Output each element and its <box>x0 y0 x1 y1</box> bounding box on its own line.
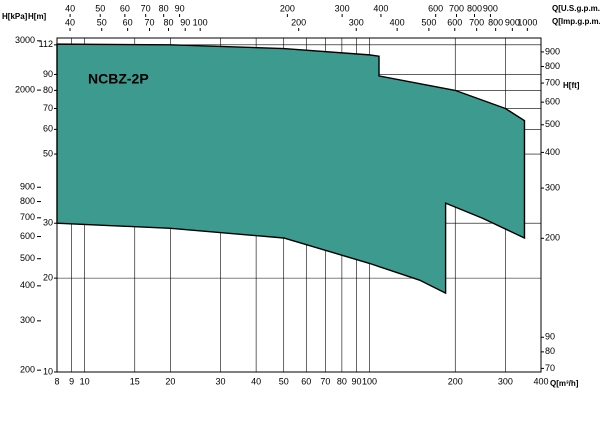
ft-tick-label: 80 <box>545 346 555 356</box>
kpa-tick-label: 600 <box>20 231 35 241</box>
y-tick-label: 60 <box>43 124 53 134</box>
impgpm-axis-label: Q[Imp.g.p.m.] <box>552 17 600 26</box>
impgpm-tick-label: 400 <box>390 17 405 27</box>
impgpm-tick-label: 200 <box>291 17 306 27</box>
x-tick-label: 70 <box>320 376 330 386</box>
usgpm-tick-label: 50 <box>95 3 105 13</box>
y-tick-label: 30 <box>43 218 53 228</box>
usgpm-tick-label: 700 <box>449 3 464 13</box>
usgpm-tick-label: 400 <box>373 3 388 13</box>
kpa-tick-label: 300 <box>20 315 35 325</box>
impgpm-tick-label: 50 <box>97 17 107 27</box>
usgpm-tick-label: 80 <box>159 3 169 13</box>
ft-tick-label: 700 <box>545 77 560 87</box>
x-tick-label: 8 <box>54 376 59 386</box>
annotation: NCBZ-2P <box>88 71 149 87</box>
usgpm-tick-label: 600 <box>428 3 443 13</box>
x-tick-label: 50 <box>279 376 289 386</box>
usgpm-tick-label: 40 <box>65 3 75 13</box>
kpa-tick-label: 500 <box>20 253 35 263</box>
kpa-tick-label: 400 <box>20 280 35 290</box>
x-tick-label: 400 <box>533 376 548 386</box>
usgpm-tick-label: 300 <box>335 3 350 13</box>
x-tick-label: 300 <box>498 376 513 386</box>
usgpm-tick-label: 900 <box>483 3 498 13</box>
impgpm-tick-label: 700 <box>469 17 484 27</box>
x-tick-label: 10 <box>80 376 90 386</box>
x-tick-label: 15 <box>130 376 140 386</box>
impgpm-tick-label: 800 <box>488 17 503 27</box>
impgpm-tick-label: 60 <box>123 17 133 27</box>
ft-tick-label: 500 <box>545 119 560 129</box>
usgpm-tick-label: 70 <box>141 3 151 13</box>
impgpm-tick-label: 40 <box>65 17 75 27</box>
y-tick-label: 80 <box>43 85 53 95</box>
usgpm-axis-label: Q[U.S.g.p.m.] <box>552 4 600 13</box>
x-tick-label: 60 <box>301 376 311 386</box>
ft-tick-label: 400 <box>545 147 560 157</box>
kpa-tick-label: 2000 <box>15 84 35 94</box>
usgpm-tick-label: 200 <box>280 3 295 13</box>
y-tick-label: 20 <box>43 273 53 283</box>
kpa-tick-label: 700 <box>20 212 35 222</box>
impgpm-tick-label: 900 <box>505 17 520 27</box>
impgpm-tick-label: 70 <box>145 17 155 27</box>
ft-tick-label: 200 <box>545 233 560 243</box>
x-axis-label: Q[m³/h] <box>550 379 579 388</box>
ft-tick-label: 600 <box>545 97 560 107</box>
y-tick-label: 70 <box>43 103 53 113</box>
x-tick-label: 40 <box>251 376 261 386</box>
y-axis-label: H[m] <box>28 12 47 21</box>
kpa-tick-label: 900 <box>20 182 35 192</box>
impgpm-tick-label: 90 <box>180 17 190 27</box>
kpa-tick-label: 3000 <box>15 35 35 45</box>
x-tick-label: 90 <box>351 376 361 386</box>
y-tick-label: 10 <box>43 366 53 376</box>
impgpm-tick-label: 1000 <box>517 17 537 27</box>
impgpm-tick-label: 300 <box>349 17 364 27</box>
ft-axis-label: H[ft] <box>563 81 580 90</box>
performance-area <box>56 43 526 295</box>
ft-tick-label: 70 <box>545 363 555 373</box>
impgpm-tick-label: 600 <box>447 17 462 27</box>
ft-tick-label: 300 <box>545 182 560 192</box>
y-tick-label: 50 <box>43 148 53 158</box>
x-tick-label: 30 <box>216 376 226 386</box>
ft-tick-label: 90 <box>545 332 555 342</box>
kpa-axis-label: H[kPa] <box>2 12 28 21</box>
kpa-tick-label: 800 <box>20 196 35 206</box>
x-tick-label: 200 <box>448 376 463 386</box>
plot-border <box>56 37 542 373</box>
y-tick-label: 112 <box>39 39 53 49</box>
x-tick-label: 9 <box>69 376 74 386</box>
ft-tick-label: 800 <box>545 61 560 71</box>
impgpm-tick-label: 500 <box>421 17 436 27</box>
kpa-tick-label: 200 <box>20 365 35 375</box>
usgpm-tick-label: 800 <box>467 3 482 13</box>
impgpm-tick-label: 100 <box>193 17 208 27</box>
x-tick-label: 100 <box>362 376 377 386</box>
x-tick-label: 80 <box>337 376 347 386</box>
usgpm-tick-label: 60 <box>120 3 130 13</box>
ft-tick-label: 900 <box>545 46 560 56</box>
x-tick-label: 20 <box>165 376 175 386</box>
y-tick-label: 90 <box>43 69 53 79</box>
usgpm-tick-label: 90 <box>175 3 185 13</box>
impgpm-tick-label: 80 <box>163 17 173 27</box>
